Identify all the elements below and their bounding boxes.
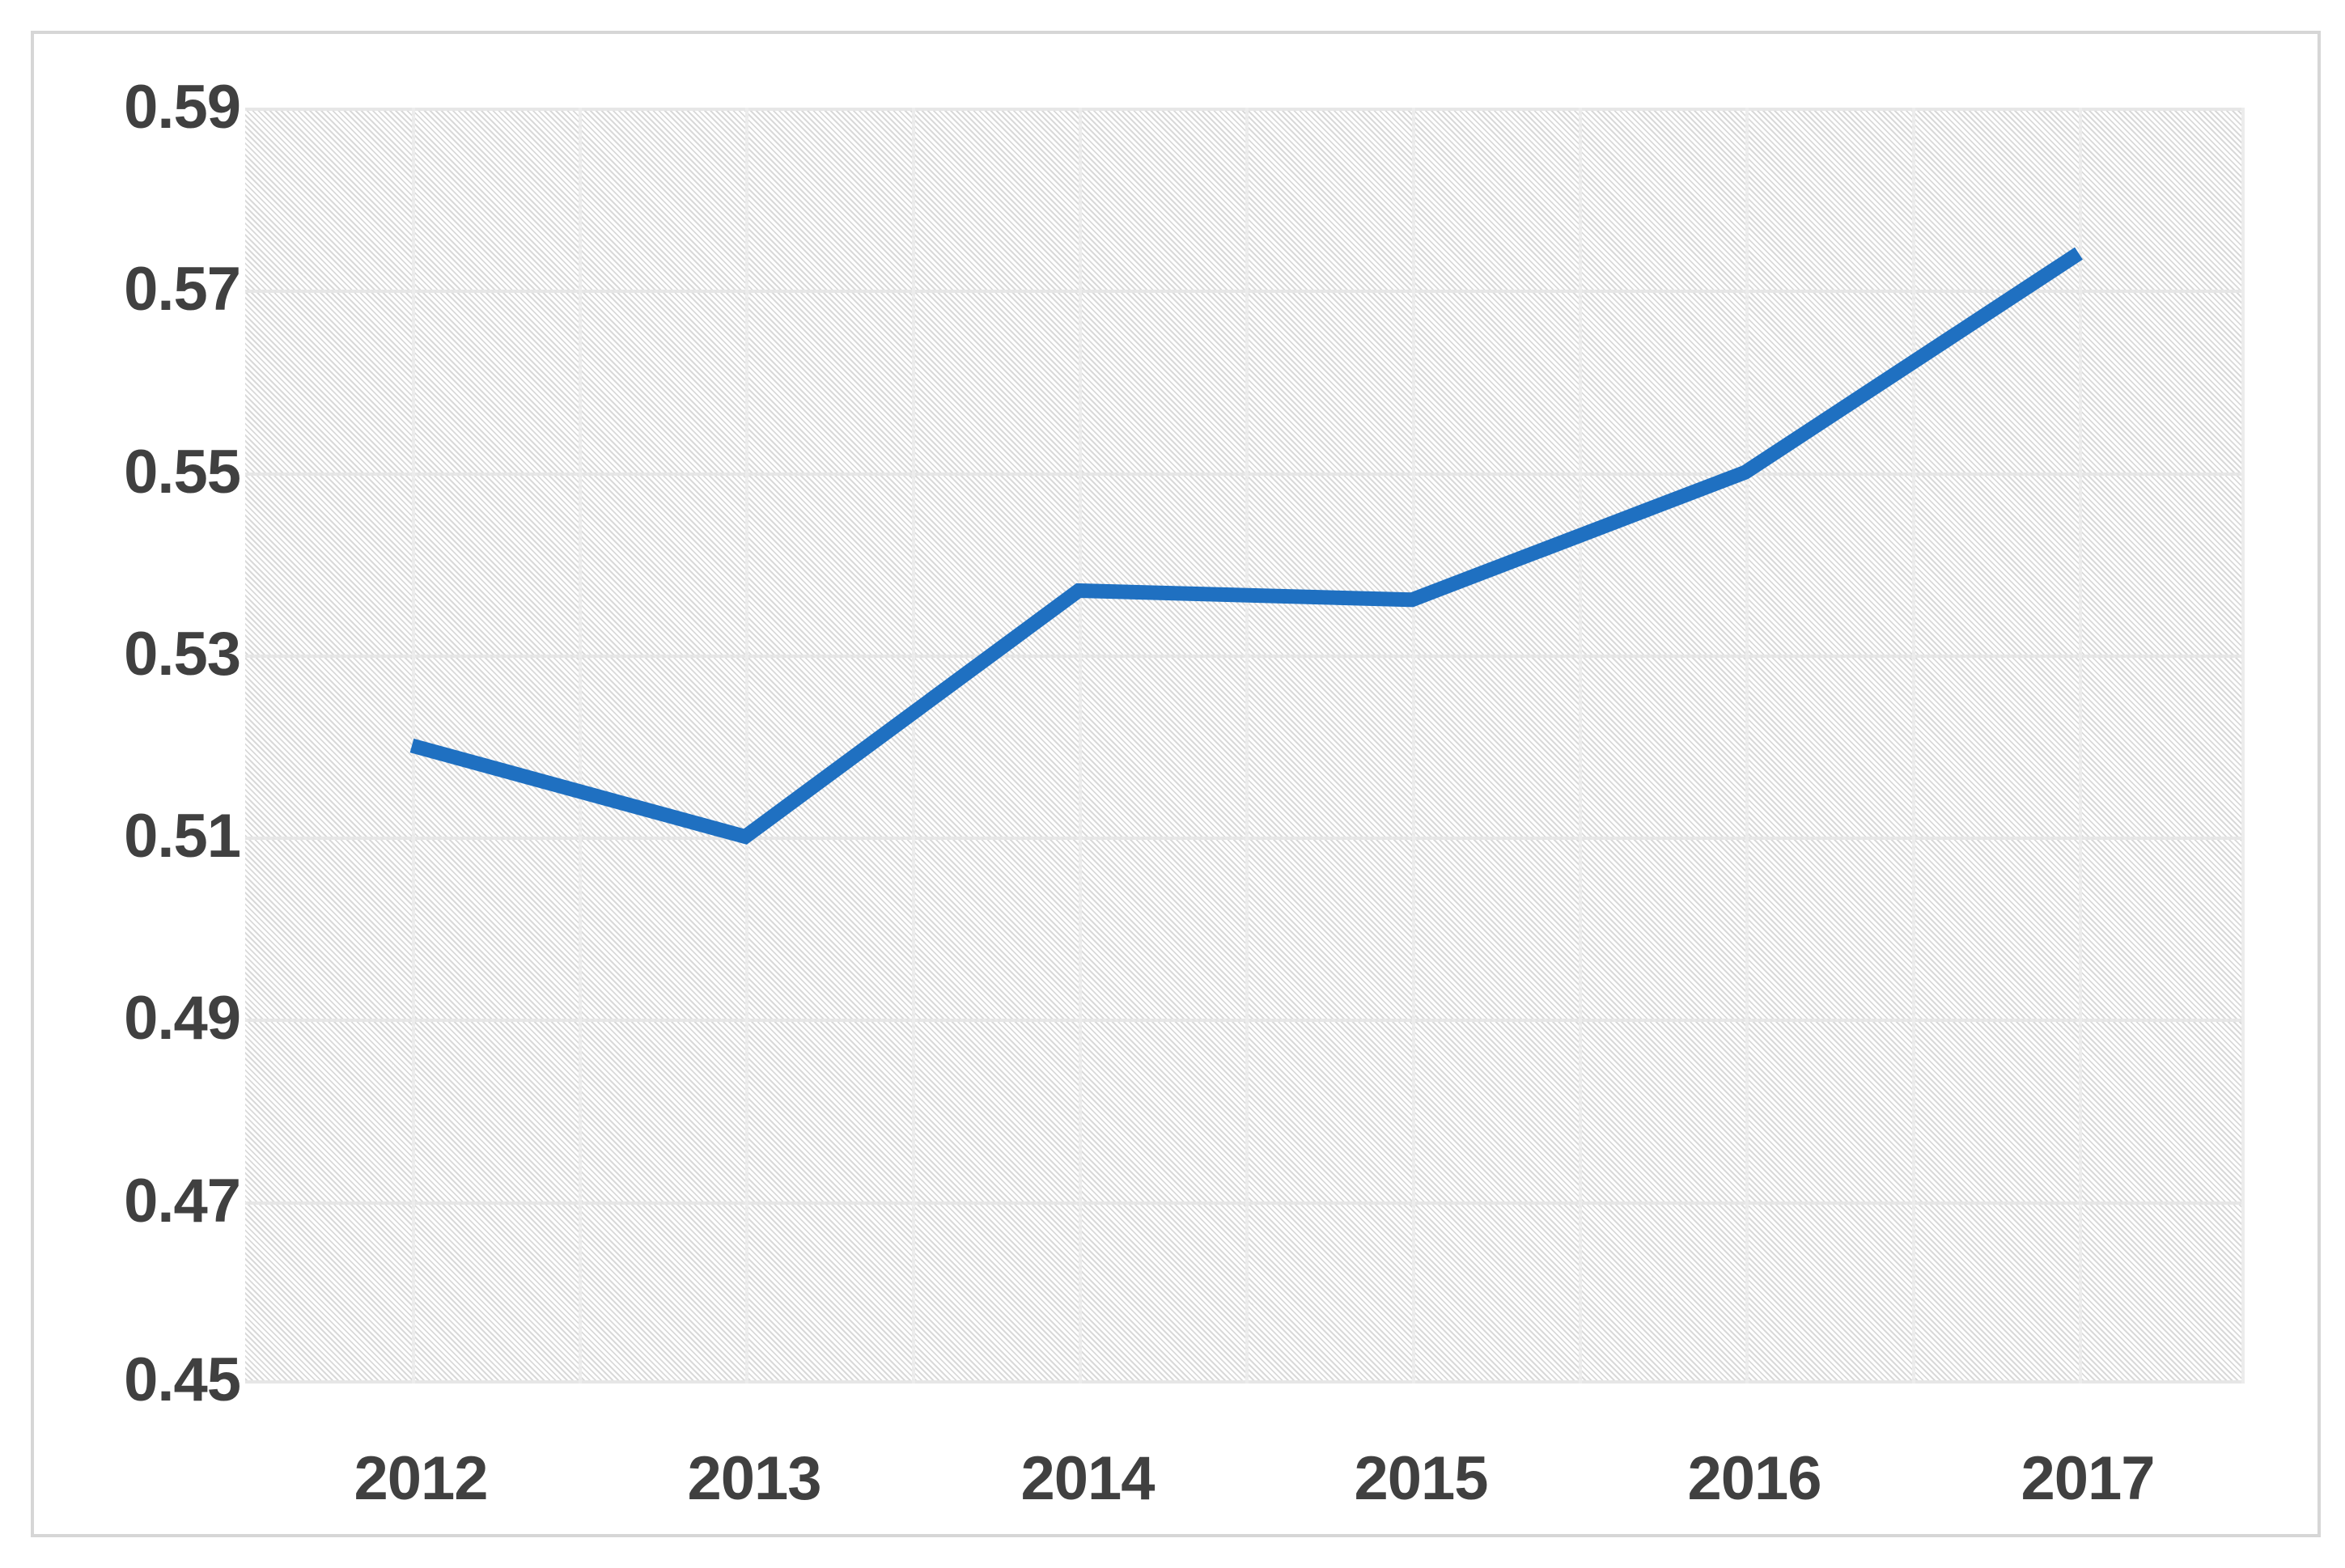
gridline-vertical-3: [745, 108, 748, 1384]
gridline-vertical-9: [1745, 108, 1749, 1384]
y-tick-label-7: 0.45: [124, 1346, 241, 1414]
gridline-vertical-10: [1912, 108, 1915, 1384]
plot-area: [245, 108, 2245, 1384]
series-polyline: [409, 247, 2083, 845]
y-tick-label-0: 0.59: [124, 73, 241, 142]
x-tick-label-2016: 2016: [1687, 1444, 1821, 1513]
gridline-vertical-12: [2241, 108, 2245, 1384]
gridline-horizontal-0-53: [245, 655, 2245, 658]
series-line-chart: [409, 247, 2083, 845]
gridline-horizontal-0-55: [245, 473, 2245, 476]
y-tick-label-2: 0.55: [124, 438, 241, 506]
x-tick-label-2013: 2013: [687, 1444, 821, 1513]
y-tick-label-3: 0.53: [124, 620, 241, 689]
gridline-horizontal-0-51: [245, 837, 2245, 840]
gridlines: [245, 108, 2245, 1384]
y-tick-label-6: 0.47: [124, 1167, 241, 1235]
x-tick-label-2015: 2015: [1354, 1444, 1488, 1513]
gridline-vertical-11: [2079, 108, 2082, 1384]
gridline-horizontal-0-49: [245, 1019, 2245, 1022]
gridline-horizontal-0-59: [245, 108, 2245, 111]
gridline-horizontal-0-57: [245, 290, 2245, 293]
gridline-vertical-8: [1579, 108, 1582, 1384]
y-tick-label-1: 0.57: [124, 255, 241, 324]
y-tick-label-5: 0.49: [124, 984, 241, 1053]
gridline-vertical-4: [912, 108, 915, 1384]
y-tick-label-4: 0.51: [124, 802, 241, 871]
gridline-horizontal-0-45: [245, 1380, 2245, 1384]
gridline-vertical-6: [1245, 108, 1249, 1384]
gridline-vertical-5: [1079, 108, 1082, 1384]
x-tick-label-2017: 2017: [2021, 1444, 2155, 1513]
x-tick-label-2012: 2012: [354, 1444, 488, 1513]
gridline-vertical-2: [579, 108, 582, 1384]
gridline-vertical-1: [412, 108, 415, 1384]
gridline-vertical-7: [1412, 108, 1415, 1384]
x-tick-label-2014: 2014: [1020, 1444, 1155, 1513]
gridline-horizontal-0-47: [245, 1201, 2245, 1205]
